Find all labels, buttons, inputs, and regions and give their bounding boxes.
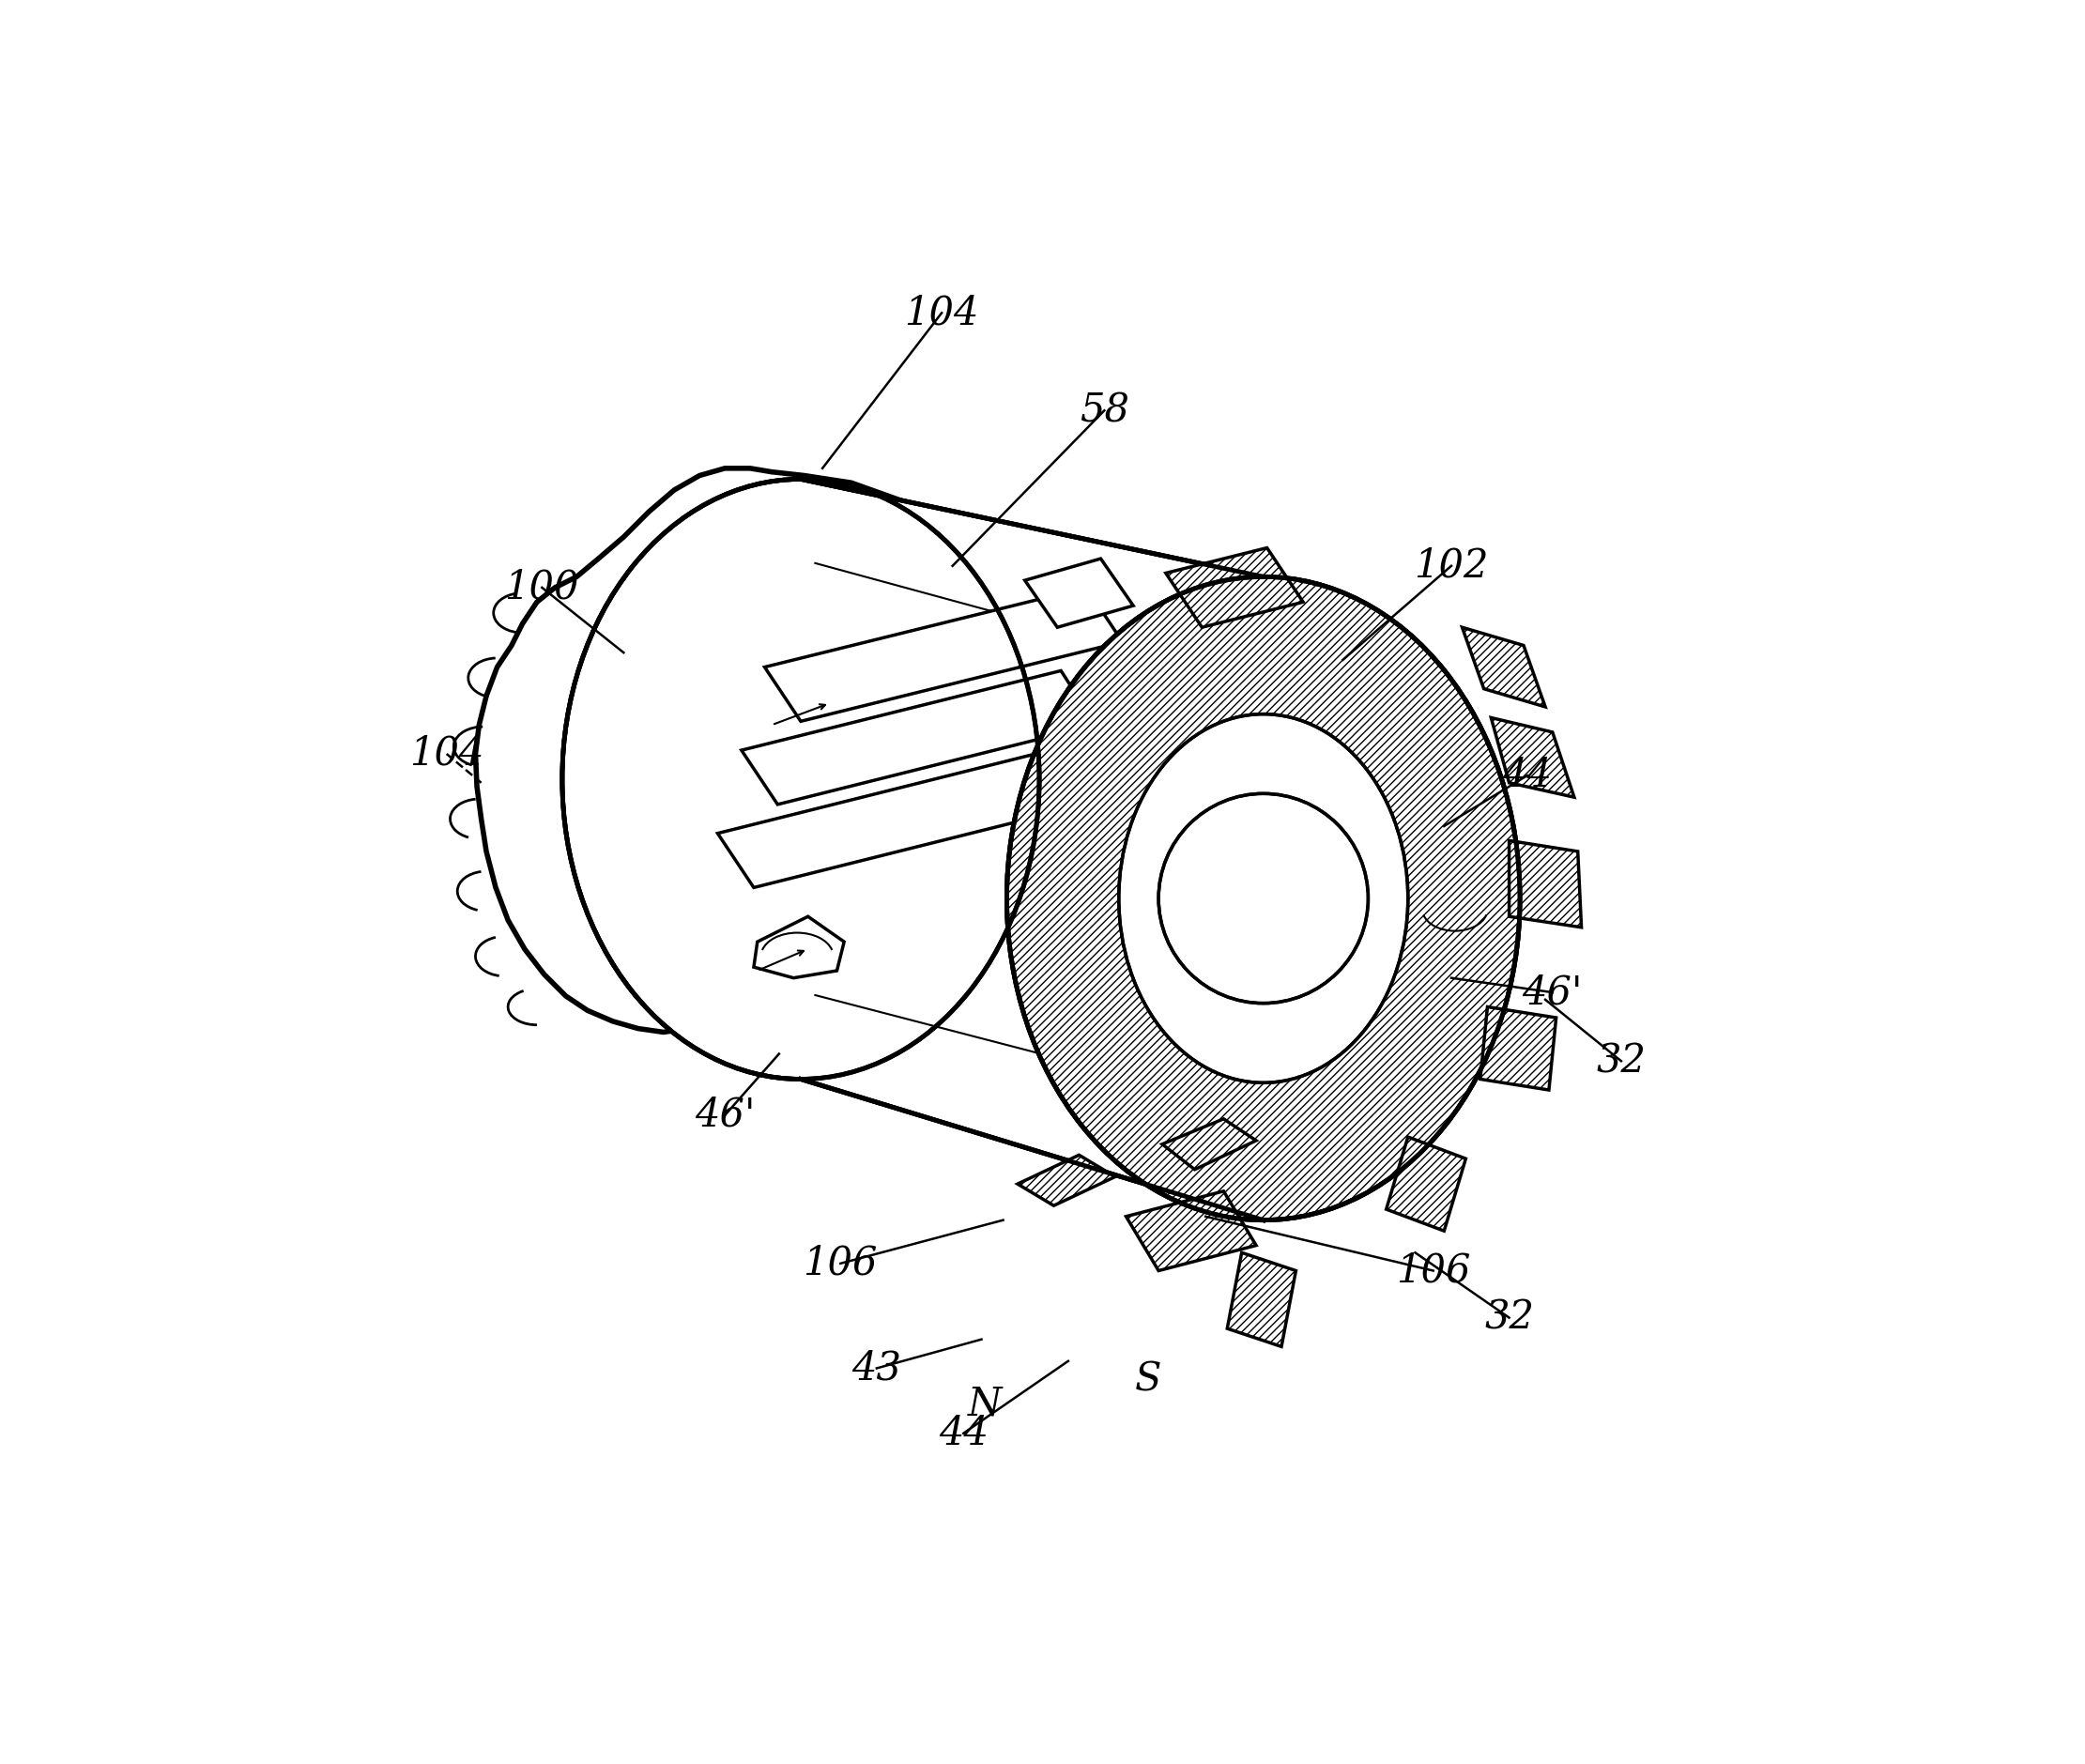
Polygon shape [1228,1252,1297,1346]
Text: 102: 102 [1414,547,1489,586]
Polygon shape [869,545,1264,1125]
Ellipse shape [1007,577,1520,1221]
Text: N: N [967,1385,1003,1424]
Circle shape [1159,794,1368,1004]
Text: 104: 104 [409,734,484,774]
Polygon shape [1126,1191,1255,1270]
Text: 100: 100 [505,568,580,607]
Text: 106: 106 [803,1244,878,1282]
Text: 32: 32 [1485,1298,1535,1337]
Polygon shape [1414,870,1495,949]
Text: 44: 44 [938,1413,988,1454]
Text: 104: 104 [905,293,980,333]
Ellipse shape [563,480,1038,1080]
Text: S: S [1134,1360,1161,1399]
Text: 58: 58 [1080,392,1130,430]
Polygon shape [765,587,1122,721]
Text: 44: 44 [1503,755,1551,796]
Text: 43: 43 [853,1348,901,1388]
Polygon shape [1510,841,1580,928]
Polygon shape [1491,718,1574,797]
Polygon shape [1387,1138,1466,1231]
Text: 46': 46' [694,1095,755,1134]
Polygon shape [801,480,1264,1125]
Polygon shape [1161,1118,1255,1170]
Polygon shape [742,670,1097,804]
Polygon shape [475,467,988,1032]
Polygon shape [1026,559,1134,628]
Polygon shape [765,480,1264,670]
Polygon shape [755,808,1264,1221]
Polygon shape [1017,1155,1115,1205]
Polygon shape [801,480,1264,1221]
Text: 46': 46' [1522,972,1583,1013]
Polygon shape [717,753,1072,887]
Ellipse shape [1120,714,1407,1083]
Polygon shape [1166,549,1303,628]
Polygon shape [1462,628,1545,707]
Text: 106: 106 [1397,1251,1470,1291]
Polygon shape [755,917,844,977]
Text: 32: 32 [1597,1041,1645,1081]
Polygon shape [1480,1007,1555,1090]
